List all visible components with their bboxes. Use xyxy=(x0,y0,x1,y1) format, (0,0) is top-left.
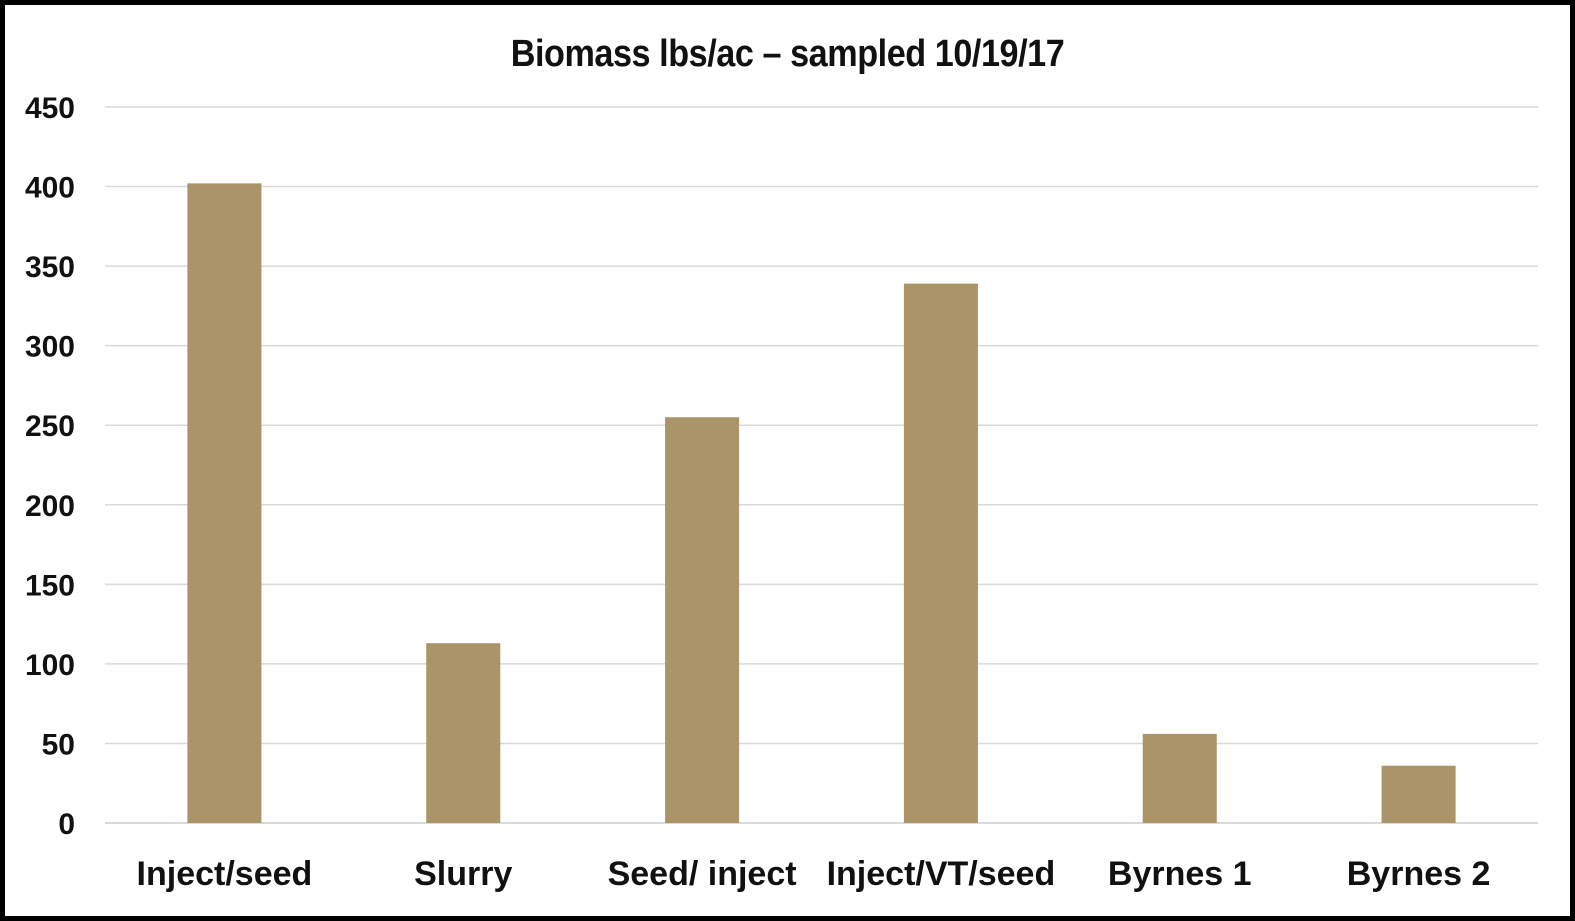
bars xyxy=(187,183,1456,823)
x-category-label: Byrnes 2 xyxy=(1347,855,1491,893)
x-category-label: Seed/ inject xyxy=(608,855,797,893)
bar-slurry xyxy=(426,643,501,823)
bar-byrnes-1 xyxy=(1142,733,1217,823)
x-category-label: Byrnes 1 xyxy=(1108,855,1252,893)
x-category-label: Slurry xyxy=(414,855,512,893)
y-tick-label: 150 xyxy=(25,569,75,602)
chart-title: Biomass lbs/ac – sampled 10/19/17 xyxy=(510,33,1065,75)
y-tick-label: 300 xyxy=(25,331,75,364)
y-axis-ticks: 0 50 100 150 200 250 300 350 400 450 xyxy=(25,92,75,841)
y-tick-label: 200 xyxy=(25,490,75,523)
y-tick-label: 0 xyxy=(58,808,75,841)
x-category-label: Inject/VT/seed xyxy=(827,855,1056,893)
gridlines xyxy=(105,106,1538,824)
y-tick-label: 250 xyxy=(25,410,75,443)
y-tick-label: 400 xyxy=(25,172,75,205)
bar-inject-vt-seed xyxy=(903,283,978,823)
x-category-label: Inject/seed xyxy=(137,855,313,893)
y-tick-label: 350 xyxy=(25,251,75,284)
y-tick-label: 450 xyxy=(25,92,75,125)
x-axis-labels: Inject/seed Slurry Seed/ inject Inject/VT/s… xyxy=(137,855,1491,893)
bar-byrnes-2 xyxy=(1381,765,1456,823)
bar-chart: 0 50 100 150 200 250 300 350 400 450 Inject/seed S… xyxy=(25,92,1538,893)
y-tick-label: 100 xyxy=(25,649,75,682)
bar-seed-inject xyxy=(665,417,740,823)
y-tick-label: 50 xyxy=(42,728,75,761)
bar-inject-seed xyxy=(187,183,262,823)
